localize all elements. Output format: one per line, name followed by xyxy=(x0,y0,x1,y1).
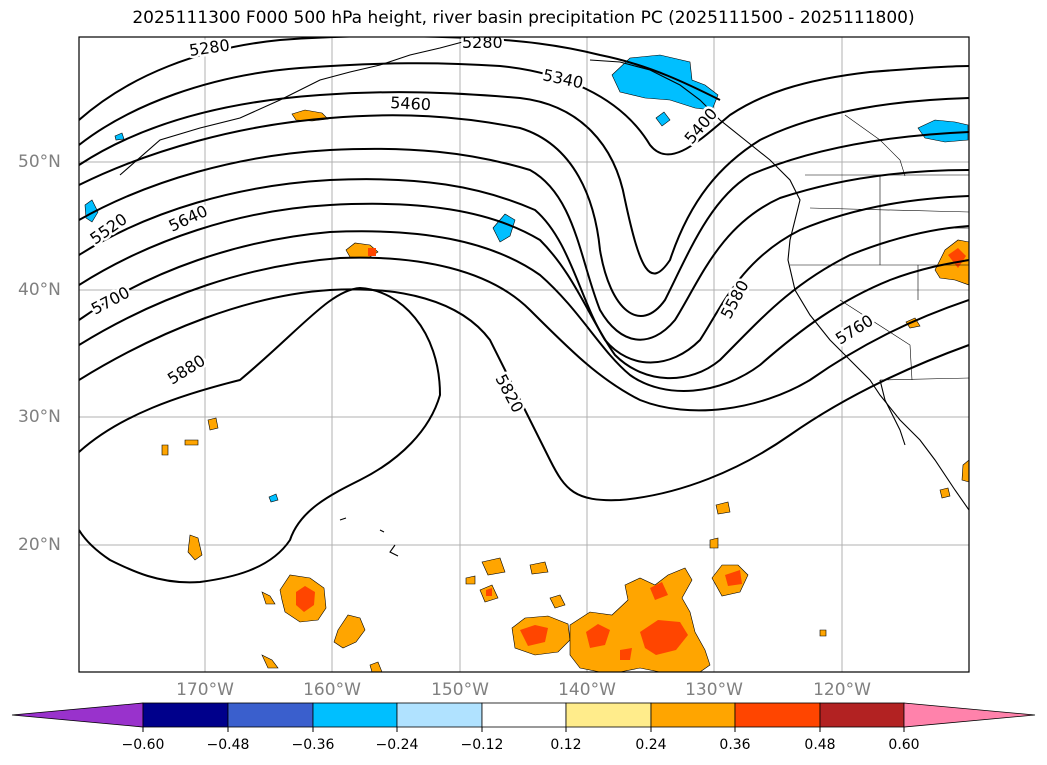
contour-label: 5640 xyxy=(166,201,211,235)
coastlines xyxy=(119,39,969,557)
lat-label: 30°N xyxy=(18,407,61,427)
lon-label: 120°W xyxy=(813,680,871,700)
contour-label: 5400 xyxy=(681,104,722,147)
borders xyxy=(790,114,969,381)
gridlines xyxy=(79,37,969,672)
colorbar-tick-label: 0.24 xyxy=(635,737,667,753)
lat-label: 40°N xyxy=(18,280,61,300)
map-title: 2025111300 F000 500 hPa height, river ba… xyxy=(132,8,915,28)
contour-label: 5340 xyxy=(541,65,585,92)
colorbar-tick-label: 0.12 xyxy=(550,737,582,753)
colorbar-tick-label: −0.24 xyxy=(375,737,419,753)
contour-5520 xyxy=(79,147,969,341)
colorbar-tick-label: −0.60 xyxy=(121,737,165,753)
contour-5640 xyxy=(79,202,969,380)
lat-label: 50°N xyxy=(18,152,61,172)
colorbar-tick-label: −0.48 xyxy=(206,737,250,753)
colorbar-max-arrow xyxy=(903,702,1036,728)
contour-label: 5280 xyxy=(188,35,231,59)
contour-5460 xyxy=(79,114,969,317)
colorbar-min-arrow xyxy=(11,702,144,728)
negative-precip-areas xyxy=(84,54,969,503)
contour-5880 xyxy=(79,286,442,584)
colorbar-tick-label: 0.60 xyxy=(888,737,920,753)
contour-5820 xyxy=(79,288,969,502)
lat-label: 20°N xyxy=(18,535,61,555)
positive-precip-areas xyxy=(161,109,969,672)
lon-label: 150°W xyxy=(431,680,489,700)
high-positive-precip-areas xyxy=(296,248,966,660)
contour-label: 5580 xyxy=(717,277,753,322)
contour-5760 xyxy=(79,256,969,412)
map-frame xyxy=(78,36,970,673)
colorbar-tick-label: 0.48 xyxy=(804,737,836,753)
colorbar-tick-label: −0.36 xyxy=(291,737,335,753)
lon-label: 140°W xyxy=(558,680,616,700)
contour-5700 xyxy=(79,230,969,392)
contour-label: 5700 xyxy=(88,283,133,319)
contour-label: 5280 xyxy=(462,33,503,52)
contour-label: 5460 xyxy=(390,93,432,114)
contour-5400 xyxy=(79,91,969,275)
lon-label: 170°W xyxy=(176,680,234,700)
lon-label: 160°W xyxy=(303,680,361,700)
height-contours xyxy=(79,37,969,584)
lon-label: 130°W xyxy=(685,680,743,700)
contour-5340 xyxy=(79,62,969,156)
colorbar-ticks xyxy=(142,727,905,732)
contour-label: 5820 xyxy=(491,371,527,416)
contour-label: 5880 xyxy=(164,351,209,389)
colorbar xyxy=(11,702,1036,728)
colorbar-tick-label: 0.36 xyxy=(719,737,751,753)
colorbar-tick-label: −0.12 xyxy=(460,737,504,753)
